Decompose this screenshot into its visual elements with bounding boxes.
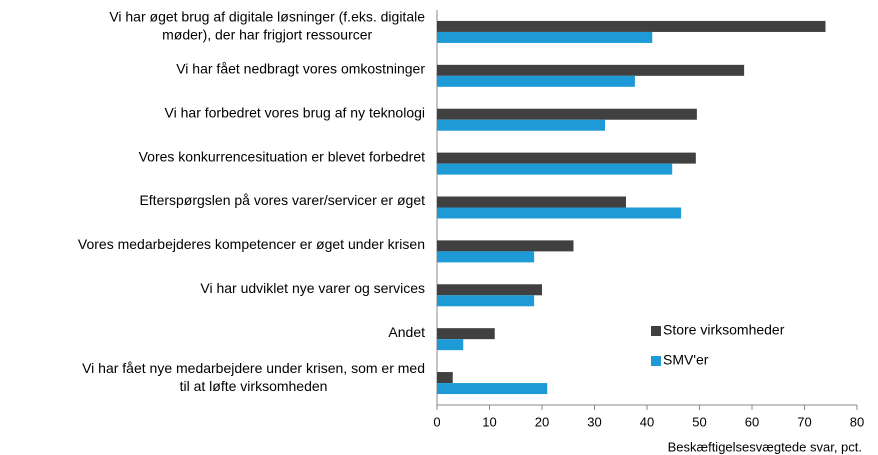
bar	[437, 284, 542, 296]
y-tick-label: Vi har øget brug af digitale løsninger (…	[109, 9, 425, 25]
bar	[437, 328, 495, 340]
x-tick-label: 0	[433, 414, 440, 429]
bar	[437, 372, 453, 384]
x-tick-label: 70	[797, 414, 811, 429]
x-tick-label: 80	[850, 414, 864, 429]
x-tick-label: 40	[640, 414, 654, 429]
bar	[437, 152, 696, 164]
x-tick-label: 20	[535, 414, 549, 429]
y-tick-label: Vi har forbedret vores brug af ny teknol…	[165, 104, 425, 120]
legend-label: Store virksomheder	[663, 322, 785, 338]
legend-swatch	[651, 356, 661, 366]
y-tick-label: Vi har fået nye medarbejdere under krise…	[82, 360, 425, 376]
y-tick-label: Andet	[388, 324, 425, 340]
bar	[437, 251, 535, 263]
y-tick-label: Vi har udviklet nye varer og services	[200, 280, 425, 296]
y-tick-label: Vores konkurrencesituation er blevet for…	[139, 148, 425, 164]
x-axis-label: Beskæftigelsesvægtede svar, pct.	[668, 439, 862, 454]
legend-label: SMV'er	[663, 352, 709, 368]
x-tick-label: 30	[587, 414, 601, 429]
x-tick-label: 50	[692, 414, 706, 429]
x-tick-label: 60	[745, 414, 759, 429]
bar	[437, 339, 464, 351]
bar	[437, 119, 605, 131]
bar	[437, 31, 653, 43]
bar	[437, 20, 826, 32]
y-tick-label: Vi har fået nedbragt vores omkostninger	[176, 61, 425, 77]
bar	[437, 108, 697, 120]
bar	[437, 196, 626, 208]
bar	[437, 75, 635, 87]
bar	[437, 240, 574, 252]
bar	[437, 64, 745, 76]
y-tick-label: møder), der har frigjort ressourcer	[162, 27, 372, 43]
bar	[437, 295, 535, 307]
x-tick-label: 10	[482, 414, 496, 429]
bar	[437, 383, 548, 395]
y-tick-label: Vores medarbejderes kompetencer er øget …	[78, 236, 425, 252]
bar	[437, 207, 682, 219]
bar	[437, 163, 673, 175]
legend-swatch	[651, 326, 661, 336]
y-tick-label: til at løfte virksomheden	[180, 378, 328, 394]
y-tick-label: Efterspørgslen på vores varer/servicer e…	[139, 192, 425, 208]
